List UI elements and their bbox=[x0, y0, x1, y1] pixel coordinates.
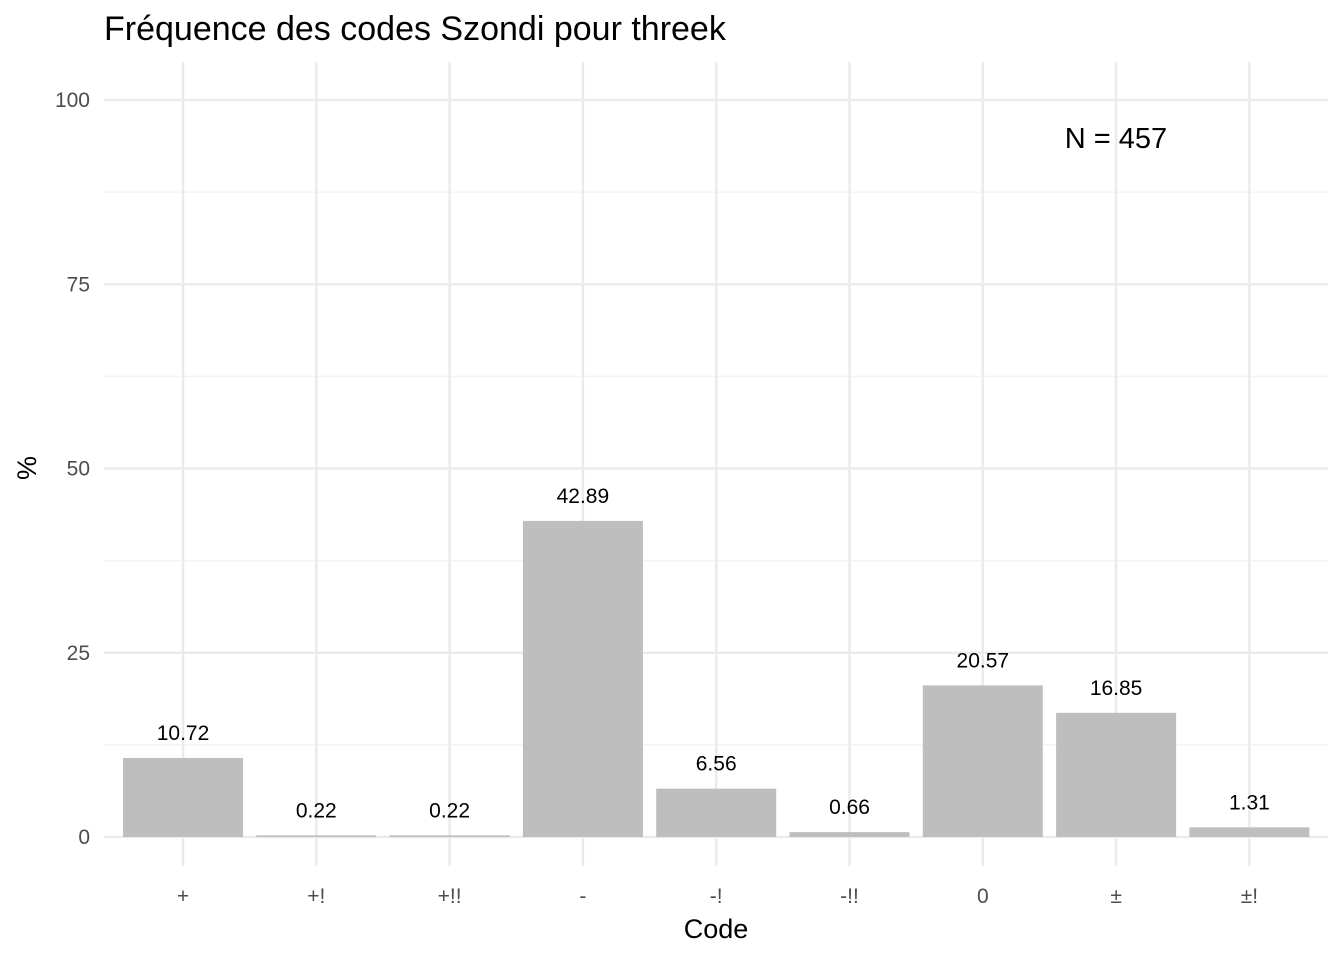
x-tick-label: -!! bbox=[840, 885, 859, 908]
x-tick-label: -! bbox=[710, 885, 723, 908]
bar bbox=[922, 685, 1043, 837]
y-axis-title: % bbox=[12, 456, 42, 480]
data-label: 0.22 bbox=[429, 799, 470, 822]
data-label: 42.89 bbox=[557, 485, 610, 508]
y-tick-label: 100 bbox=[55, 89, 90, 112]
y-tick-label: 50 bbox=[67, 458, 90, 481]
bar bbox=[1189, 827, 1310, 837]
x-tick-label: + bbox=[177, 885, 189, 908]
value-labels: 10.72 0.22 0.22 42.89 6.56 0.66 20.57 16.85 1.31 bbox=[157, 485, 1270, 822]
bar bbox=[789, 832, 910, 837]
data-label: 0.22 bbox=[296, 799, 337, 822]
data-label: 0.66 bbox=[829, 796, 870, 819]
x-tick-label: 0 bbox=[977, 885, 989, 908]
y-tick-label: 75 bbox=[67, 273, 90, 296]
chart-title: Fréquence des codes Szondi pour threek bbox=[104, 10, 727, 48]
x-tick-labels: + +! +!! - -! -!! 0 ± ±! bbox=[177, 885, 1258, 908]
y-tick-label: 0 bbox=[78, 826, 90, 849]
x-axis-title: Code bbox=[684, 914, 749, 944]
data-label: 1.31 bbox=[1229, 791, 1270, 814]
data-label: 16.85 bbox=[1090, 677, 1143, 700]
data-label: 6.56 bbox=[696, 753, 737, 776]
bar bbox=[522, 520, 643, 837]
bar bbox=[123, 757, 243, 837]
y-tick-labels: 0 25 50 75 100 bbox=[55, 89, 90, 849]
data-label: 20.57 bbox=[957, 649, 1010, 672]
data-label: 10.72 bbox=[157, 722, 210, 745]
bar bbox=[389, 835, 510, 837]
x-tick-label: ±! bbox=[1241, 885, 1258, 908]
y-tick-label: 25 bbox=[67, 642, 90, 665]
x-tick-label: +! bbox=[307, 885, 325, 908]
bars bbox=[123, 520, 1310, 837]
n-annotation: N = 457 bbox=[1065, 123, 1167, 155]
x-tick-label: ± bbox=[1110, 885, 1122, 908]
x-tick-label: - bbox=[579, 885, 586, 908]
bar bbox=[1056, 712, 1177, 837]
bar bbox=[256, 835, 377, 837]
bar bbox=[656, 788, 777, 837]
x-tick-label: +!! bbox=[438, 885, 462, 908]
